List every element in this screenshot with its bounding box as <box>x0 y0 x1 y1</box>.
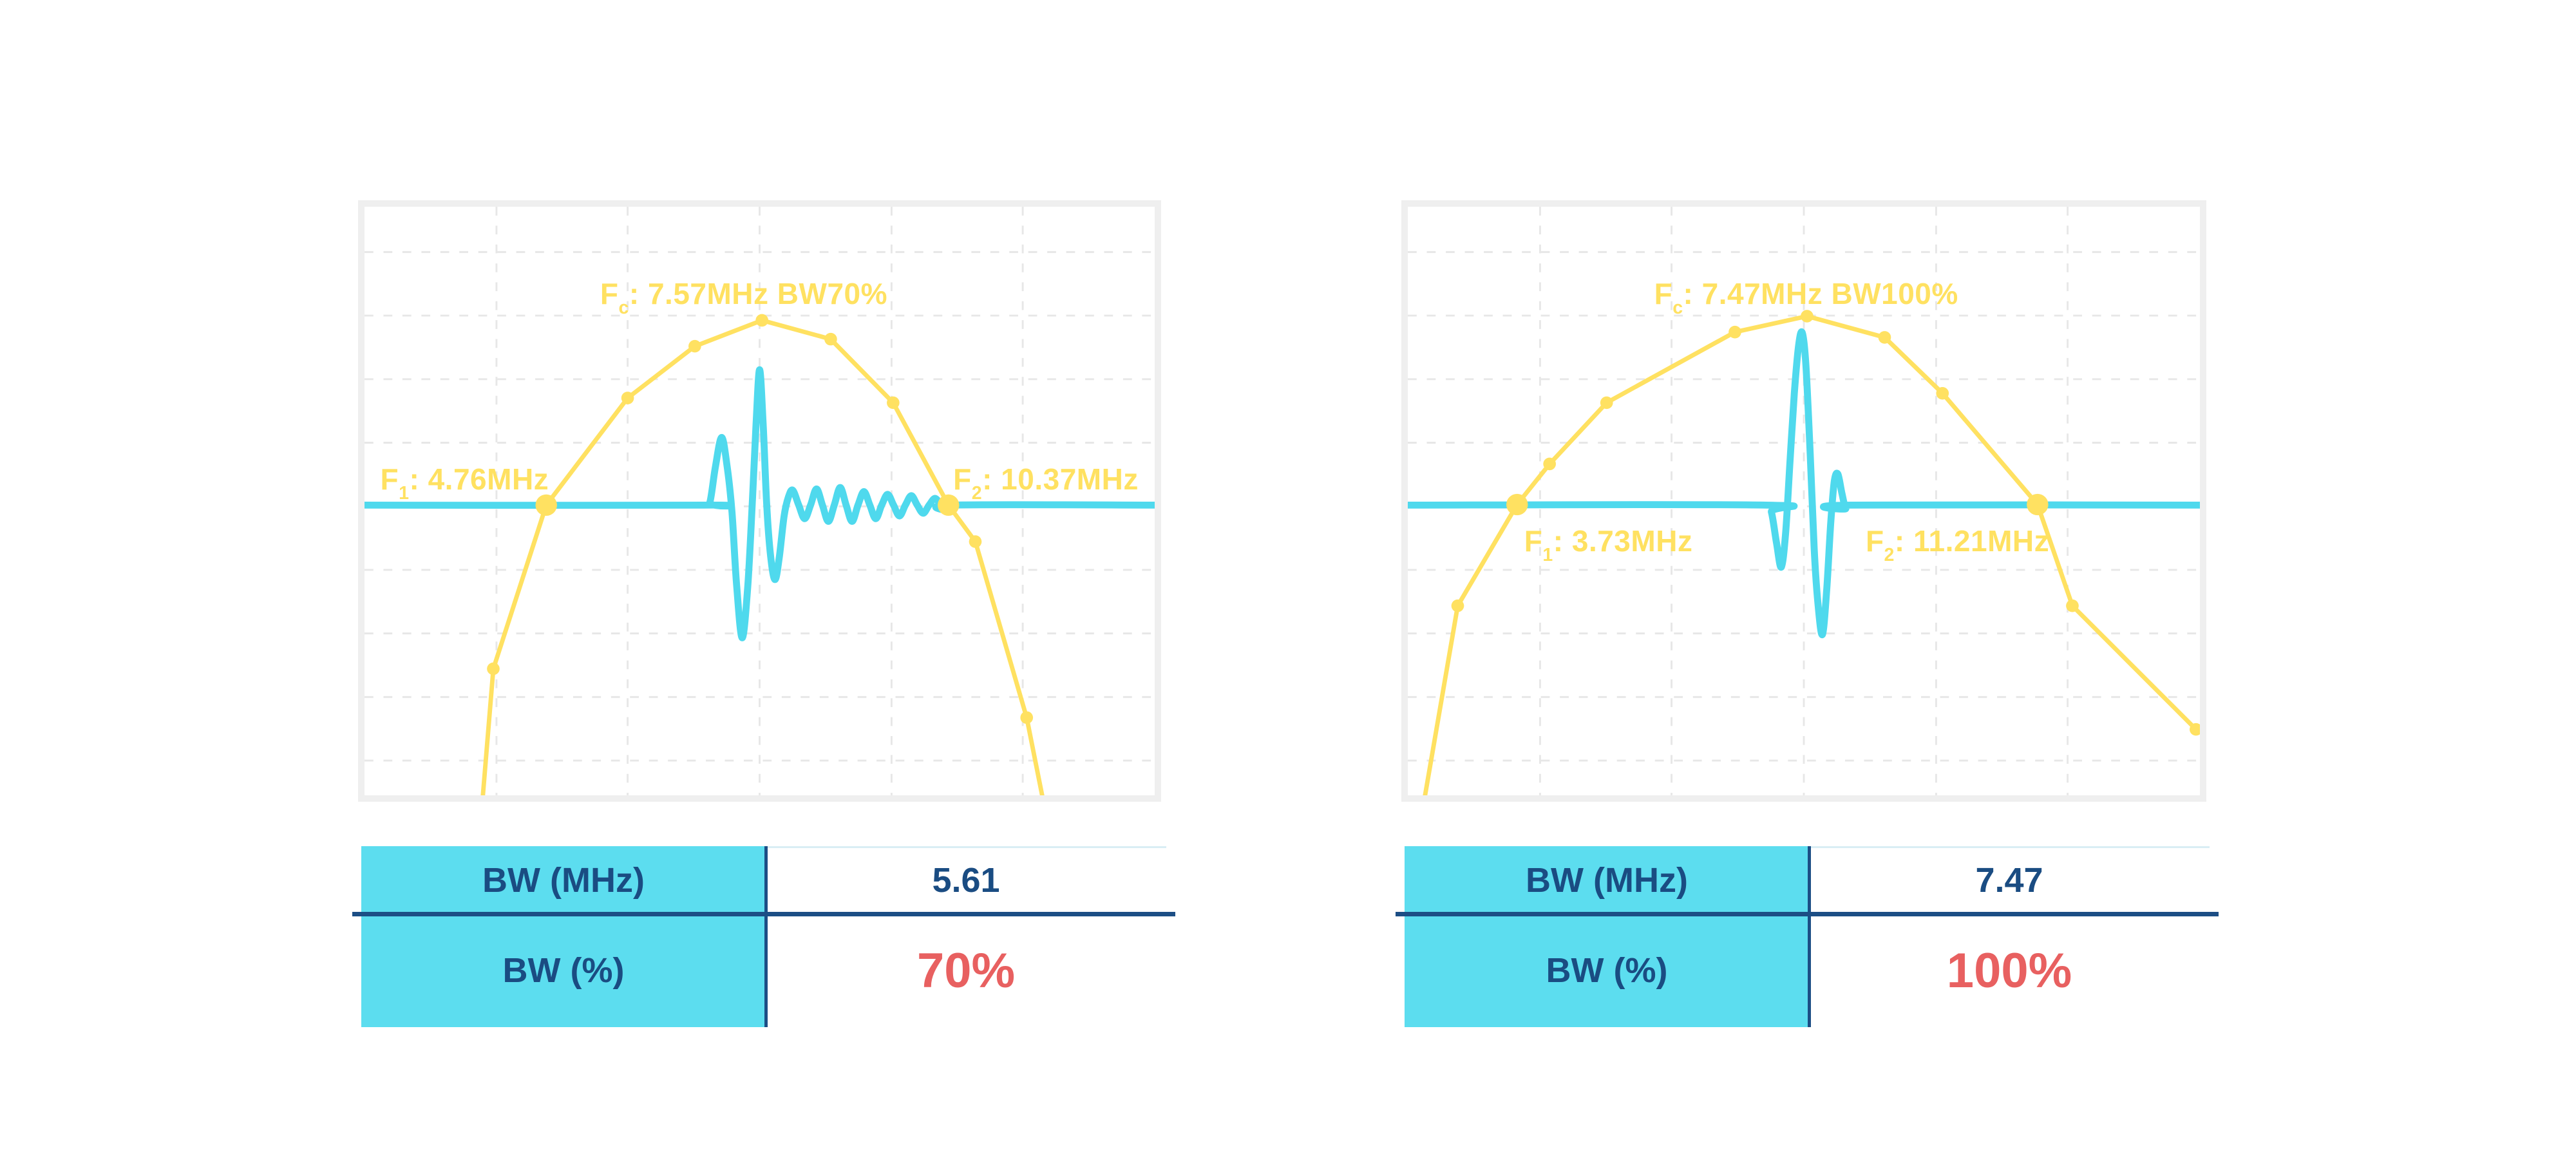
spectrum-marker <box>1600 396 1613 410</box>
fc-symbol: F <box>600 276 619 310</box>
f1-subscript: 1 <box>399 482 410 504</box>
spectrum-chart-left <box>365 207 1155 795</box>
spectrum-marker <box>688 339 701 353</box>
spectrum-marker <box>1728 325 1741 339</box>
f1-subscript: 1 <box>1542 544 1553 565</box>
spectrum-marker <box>1801 310 1814 323</box>
spectrum-marker <box>487 662 500 676</box>
bw-pct-label: BW (%) <box>361 914 766 1027</box>
f1-symbol: F <box>1524 524 1543 558</box>
fc-annotation: Fc: 7.47MHz BW100% <box>1654 276 1958 317</box>
f2-value-text: : 11.21MHz <box>1894 524 2050 558</box>
spectrum-line <box>1423 314 2199 795</box>
spectrum-marker <box>824 332 837 346</box>
f1-annotation: F1: 4.76MHz <box>380 462 549 502</box>
table-row: BW (%) 70% <box>361 914 1166 1027</box>
bw-table-left: BW (MHz) 5.61 BW (%) 70% <box>352 846 1175 1027</box>
pulse-echo-line <box>365 366 1155 641</box>
f1-annotation: F1: 3.73MHz <box>1524 524 1693 564</box>
bandwidth-edge-marker <box>938 494 960 516</box>
table-row-divider <box>1396 912 2219 916</box>
spectrum-panel-right: Fc: 7.47MHz BW100% F1: 3.73MHz F2: 11.21… <box>1401 200 2206 802</box>
f1-value-text: : 3.73MHz <box>1553 524 1693 558</box>
f2-annotation: F2: 10.37MHz <box>953 462 1139 502</box>
table-column-divider <box>1808 846 1811 1027</box>
bw-table-right: BW (MHz) 7.47 BW (%) 100% <box>1396 846 2219 1027</box>
f1-symbol: F <box>380 462 399 496</box>
table-row: BW (MHz) 5.61 <box>361 846 1166 914</box>
table-top-rule <box>1809 846 2210 848</box>
spectrum-marker <box>887 396 900 410</box>
table-column-divider <box>764 846 768 1027</box>
spectrum-marker <box>2190 723 2200 736</box>
spectrum-marker <box>1020 711 1034 724</box>
table-top-rule <box>766 846 1166 848</box>
bandwidth-edge-marker <box>2027 493 2049 516</box>
pulse-echo-line <box>1408 328 2200 638</box>
spectrum-marker <box>621 392 634 404</box>
fc-symbol: F <box>1654 276 1673 310</box>
table-row: BW (%) 100% <box>1405 914 2210 1027</box>
f2-annotation: F2: 11.21MHz <box>1865 524 2050 564</box>
bw-mhz-value: 7.47 <box>1809 846 2210 914</box>
spectrum-line <box>480 318 1045 795</box>
table-row-divider <box>352 912 1175 916</box>
spectrum-marker <box>1451 599 1464 612</box>
spectrum-marker <box>1936 386 1949 400</box>
bw-pct-label: BW (%) <box>1405 914 1809 1027</box>
bandwidth-edge-marker <box>1506 493 1528 516</box>
fc-subscript: c <box>1672 297 1683 318</box>
table-row: BW (MHz) 7.47 <box>1405 846 2210 914</box>
fc-value-text: : 7.57MHz BW70% <box>629 276 888 310</box>
bw-mhz-label: BW (MHz) <box>1405 846 1809 914</box>
f2-subscript: 2 <box>1884 544 1895 565</box>
bandwidth-edge-marker <box>535 494 557 516</box>
spectrum-panel-left: Fc: 7.57MHz BW70% F1: 4.76MHz F2: 10.37M… <box>358 200 1161 802</box>
spectrum-marker <box>2066 599 2079 612</box>
f2-value-text: : 10.37MHz <box>982 462 1139 496</box>
spectrum-marker <box>755 314 768 327</box>
bw-mhz-value: 5.61 <box>766 846 1166 914</box>
bw-pct-value: 70% <box>766 914 1166 1027</box>
bw-pct-value: 100% <box>1809 914 2210 1027</box>
fc-subscript: c <box>618 297 629 318</box>
f1-value-text: : 4.76MHz <box>409 462 549 496</box>
spectrum-marker <box>1543 457 1557 471</box>
f2-subscript: 2 <box>971 482 983 504</box>
fc-value-text: : 7.47MHz BW100% <box>1683 276 1958 310</box>
f2-symbol: F <box>1865 524 1884 558</box>
fc-annotation: Fc: 7.57MHz BW70% <box>600 276 888 317</box>
spectrum-marker <box>969 535 982 548</box>
spectrum-chart-right <box>1408 207 2200 795</box>
spectrum-marker <box>1878 331 1891 344</box>
bw-mhz-label: BW (MHz) <box>361 846 766 914</box>
f2-symbol: F <box>953 462 972 496</box>
